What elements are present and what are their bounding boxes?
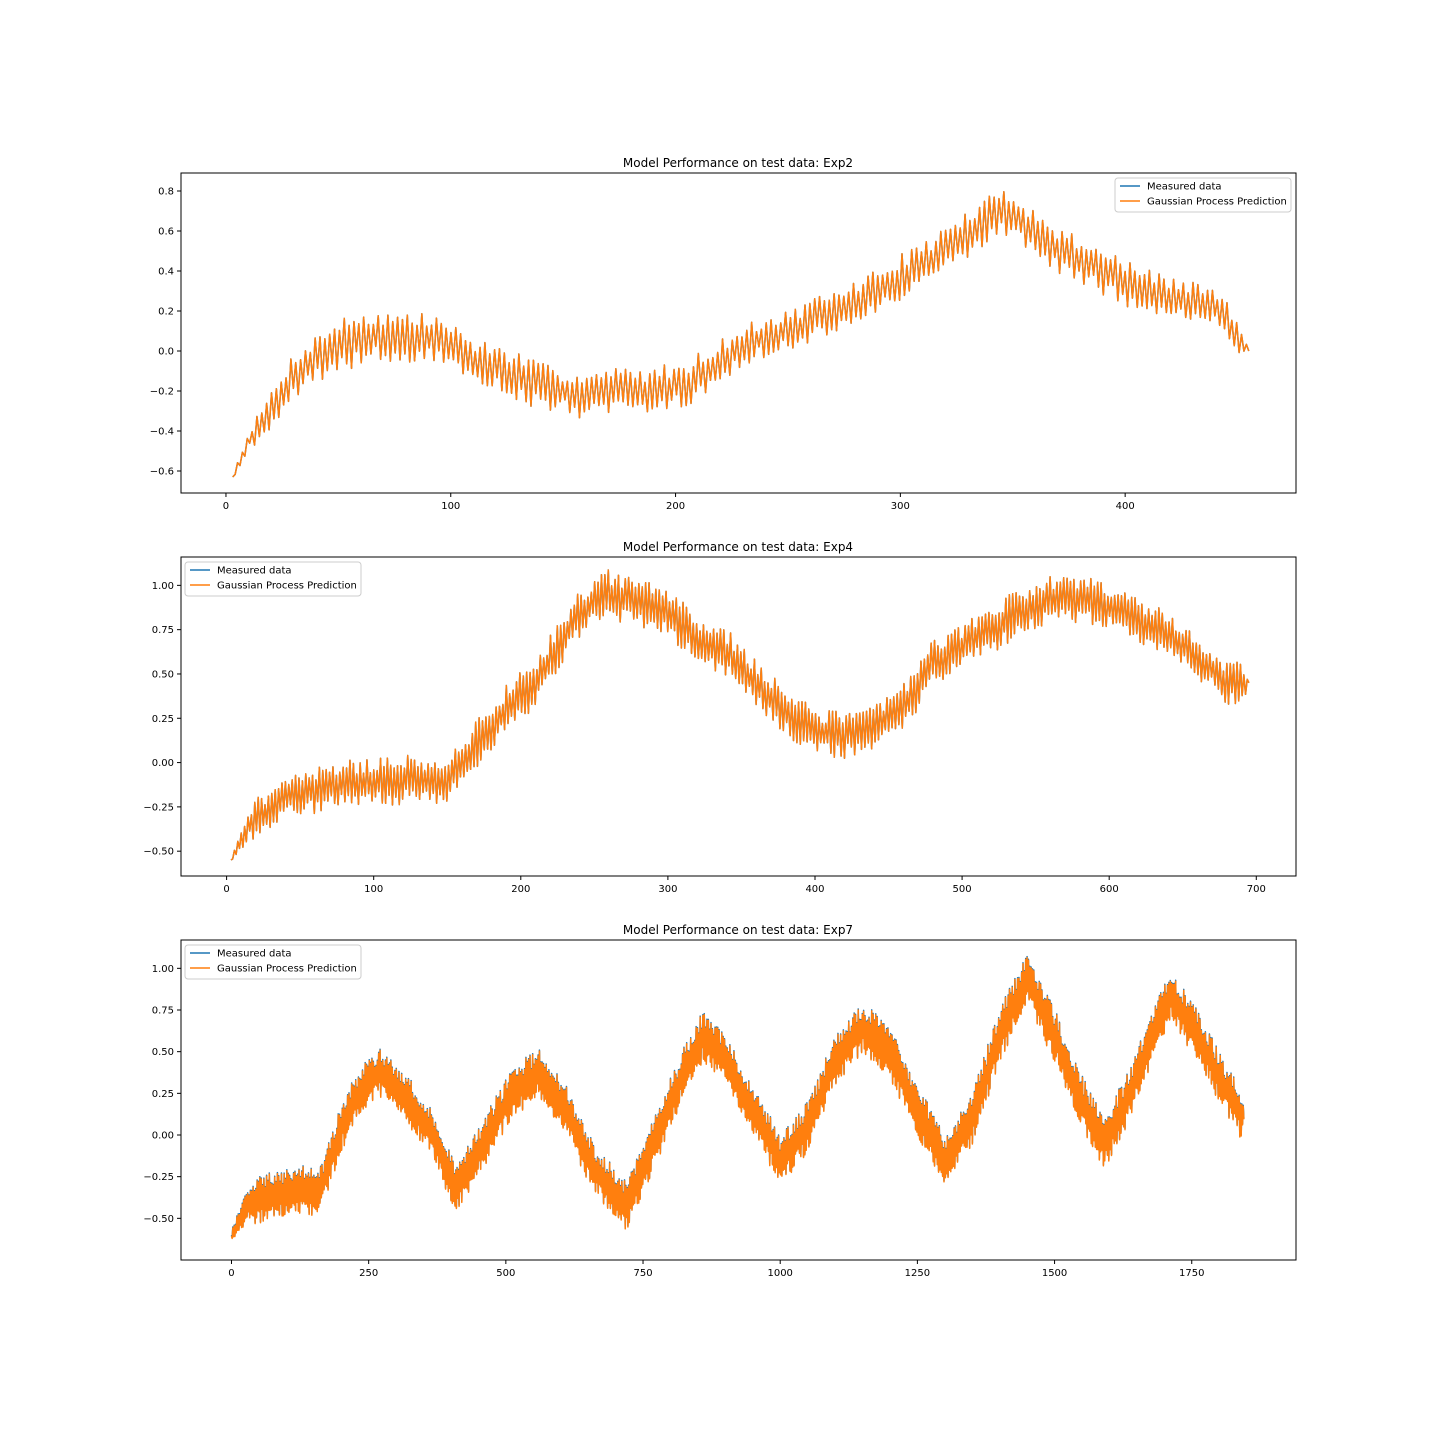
legend-label-prediction: Gaussian Process Prediction <box>217 964 357 975</box>
x-tick-label: 500 <box>496 1268 515 1279</box>
x-tick-label: 200 <box>666 501 685 512</box>
legend-box <box>1114 177 1292 213</box>
legend-box <box>184 561 362 597</box>
x-axis-ticks: 0 250 500 750 1000 1250 1500 1750 <box>228 1260 1204 1279</box>
y-tick-label: −0.25 <box>143 802 174 813</box>
y-tick-label: −0.50 <box>143 1214 174 1225</box>
y-tick-label: 1.00 <box>152 581 174 592</box>
series-line-measured <box>232 191 1250 478</box>
x-tick-label: 1500 <box>1042 1268 1067 1279</box>
plot-lines <box>230 569 1250 861</box>
y-axis-ticks: −0.50 −0.25 0.00 0.25 0.50 0.75 1.00 <box>143 964 181 1225</box>
y-tick-label: −0.25 <box>143 1172 174 1183</box>
y-tick-label: 0.6 <box>158 227 174 238</box>
y-tick-label: 0.8 <box>158 187 174 198</box>
legend-box <box>184 944 362 980</box>
x-tick-label: 400 <box>805 884 824 895</box>
chart-panel-exp4: Model Performance on test data: Exp4 0 10… <box>143 540 1297 895</box>
y-tick-label: 0.25 <box>152 1089 174 1100</box>
x-tick-label: 0 <box>228 1268 234 1279</box>
x-tick-label: 300 <box>658 884 677 895</box>
x-tick-label: 1250 <box>905 1268 930 1279</box>
legend-label-measured: Measured data <box>217 566 292 577</box>
legend: Measured data Gaussian Process Predictio… <box>184 561 362 597</box>
x-tick-label: 100 <box>364 884 383 895</box>
x-tick-label: 750 <box>633 1268 652 1279</box>
x-tick-label: 100 <box>441 501 460 512</box>
y-tick-label: 0.50 <box>152 1047 174 1058</box>
plot-lines <box>232 191 1250 478</box>
y-tick-label: −0.4 <box>150 427 174 438</box>
x-axis-ticks: 0 100 200 300 400 <box>223 493 1135 512</box>
y-tick-label: 0.00 <box>152 1131 174 1142</box>
y-tick-label: −0.50 <box>143 847 174 858</box>
x-tick-label: 600 <box>1100 884 1119 895</box>
x-tick-label: 0 <box>223 884 229 895</box>
legend-label-prediction: Gaussian Process Prediction <box>1147 197 1287 208</box>
legend-label-measured: Measured data <box>1147 182 1222 193</box>
legend-label-measured: Measured data <box>217 949 292 960</box>
y-tick-label: 1.00 <box>152 964 174 975</box>
y-tick-label: 0.4 <box>158 267 174 278</box>
axes-frame <box>180 556 1297 877</box>
y-tick-label: −0.2 <box>150 387 174 398</box>
y-tick-label: 0.75 <box>152 1006 174 1017</box>
x-tick-label: 1750 <box>1179 1268 1204 1279</box>
legend: Measured data Gaussian Process Predictio… <box>1114 177 1292 213</box>
x-tick-label: 400 <box>1116 501 1135 512</box>
x-tick-label: 300 <box>891 501 910 512</box>
chart-title: Model Performance on test data: Exp2 <box>623 156 853 170</box>
y-tick-label: 0.75 <box>152 625 174 636</box>
x-tick-label: 200 <box>511 884 530 895</box>
chart-title: Model Performance on test data: Exp7 <box>623 923 853 937</box>
x-tick-label: 250 <box>359 1268 378 1279</box>
axes-frame <box>180 172 1297 494</box>
y-tick-label: 0.0 <box>158 347 174 358</box>
x-axis-ticks: 0 100 200 300 400 500 600 700 <box>223 876 1266 895</box>
chart-panel-exp2: Model Performance on test data: Exp2 0 10… <box>150 156 1297 512</box>
series-line-prediction <box>232 191 1250 478</box>
y-tick-label: 0.2 <box>158 307 174 318</box>
axes-frame <box>180 939 1297 1261</box>
legend-label-prediction: Gaussian Process Prediction <box>217 581 357 592</box>
series-line-prediction <box>230 956 1245 1240</box>
y-axis-ticks: −0.50 −0.25 0.00 0.25 0.50 0.75 1.00 <box>143 581 181 858</box>
y-tick-label: 0.25 <box>152 714 174 725</box>
series-line-prediction <box>230 569 1250 861</box>
x-tick-label: 500 <box>953 884 972 895</box>
x-tick-label: 700 <box>1247 884 1266 895</box>
x-tick-label: 1000 <box>767 1268 792 1279</box>
plot-lines <box>230 955 1245 1240</box>
legend: Measured data Gaussian Process Predictio… <box>184 944 362 980</box>
y-tick-label: 0.00 <box>152 758 174 769</box>
y-tick-label: −0.6 <box>150 467 174 478</box>
y-axis-ticks: −0.6 −0.4 −0.2 0.0 0.2 0.4 0.6 0.8 <box>150 187 181 478</box>
y-tick-label: 0.50 <box>152 669 174 680</box>
chart-title: Model Performance on test data: Exp4 <box>623 540 853 554</box>
x-tick-label: 0 <box>223 501 229 512</box>
chart-panel-exp7: Model Performance on test data: Exp7 0 25… <box>143 923 1297 1279</box>
